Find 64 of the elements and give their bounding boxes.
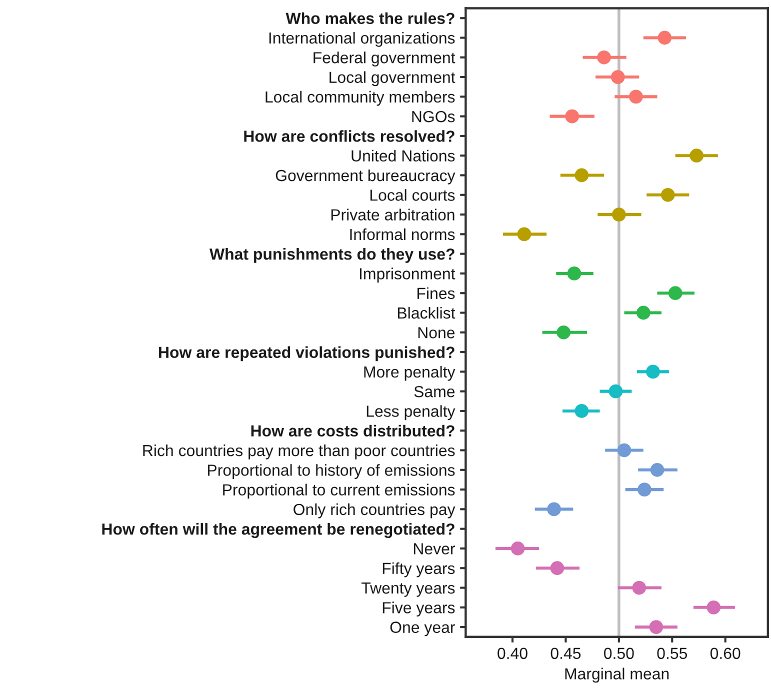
point bbox=[608, 384, 623, 398]
point bbox=[660, 188, 675, 202]
point bbox=[597, 50, 611, 64]
point bbox=[574, 404, 589, 418]
y-tick-label: Rich countries pay more than poor countries bbox=[143, 444, 455, 460]
point bbox=[547, 502, 561, 516]
y-tick-label: Fifty years bbox=[382, 562, 455, 578]
y-tick-label: Never bbox=[414, 543, 456, 554]
point bbox=[612, 208, 626, 222]
point bbox=[565, 109, 580, 124]
point bbox=[632, 580, 646, 595]
y-tick-label: Only rich countries pay bbox=[294, 503, 456, 518]
y-tick-label: How are repeated violations punished? bbox=[159, 346, 454, 362]
point bbox=[617, 443, 632, 458]
y-tick-label: More penalty bbox=[364, 366, 456, 381]
y-tick-label: Twenty years bbox=[362, 582, 455, 597]
point bbox=[610, 70, 625, 84]
x-tick-label: 0.55 bbox=[657, 648, 688, 660]
point bbox=[690, 148, 704, 163]
x-axis-title: Marginal mean bbox=[565, 668, 669, 683]
y-tick-label: Who makes the rules? bbox=[286, 12, 454, 24]
point bbox=[650, 462, 664, 477]
point bbox=[706, 600, 721, 614]
point bbox=[574, 168, 589, 182]
point bbox=[636, 306, 650, 320]
y-tick-label: Blacklist bbox=[398, 306, 456, 319]
y-tick-label: Same bbox=[414, 386, 455, 398]
y-tick-label: Government bureaucracy bbox=[276, 169, 456, 184]
point bbox=[510, 542, 525, 556]
y-tick-label: How are conflicts resolved? bbox=[244, 130, 454, 142]
point bbox=[646, 364, 660, 379]
y-tick-label: Local government bbox=[330, 71, 456, 86]
point bbox=[668, 286, 682, 300]
x-tick-label: 0.60 bbox=[710, 648, 740, 660]
y-tick-label: International organizations bbox=[269, 32, 455, 47]
point bbox=[567, 266, 582, 280]
point bbox=[550, 561, 564, 576]
point bbox=[649, 620, 664, 634]
point bbox=[629, 90, 643, 104]
y-tick-label: Local community members bbox=[266, 90, 455, 106]
x-tick-label: 0.50 bbox=[604, 648, 634, 660]
y-tick-label: Fines bbox=[418, 287, 455, 300]
point bbox=[556, 325, 571, 340]
y-tick-label: Federal government bbox=[314, 52, 456, 66]
x-tick-label: 0.40 bbox=[498, 648, 528, 660]
point bbox=[638, 482, 652, 496]
y-tick-label: Informal norms bbox=[350, 228, 455, 240]
y-tick-label: Imprisonment bbox=[360, 268, 456, 283]
y-tick-label: United Nations bbox=[352, 150, 455, 162]
y-tick-label: Five years bbox=[382, 602, 455, 617]
point bbox=[658, 30, 672, 45]
y-tick-label: One year bbox=[390, 622, 456, 636]
y-tick-label: Proportional to current emissions bbox=[223, 484, 455, 499]
y-tick-label: NGOs bbox=[412, 110, 455, 122]
y-tick-label: None bbox=[418, 327, 455, 338]
y-tick-label: How often will the agreement be renegotiated? bbox=[102, 523, 454, 538]
point bbox=[517, 227, 532, 242]
y-tick-label: What punishments do they use? bbox=[209, 248, 454, 263]
y-tick-label: Proportional to history of emissions bbox=[208, 464, 455, 479]
y-tick-label: Local courts bbox=[370, 189, 455, 201]
x-tick-label: 0.45 bbox=[550, 648, 581, 660]
y-tick-label: Less penalty bbox=[366, 405, 456, 420]
y-tick-label: Private arbitration bbox=[331, 208, 454, 220]
y-tick-label: How are costs distributed? bbox=[251, 424, 454, 437]
